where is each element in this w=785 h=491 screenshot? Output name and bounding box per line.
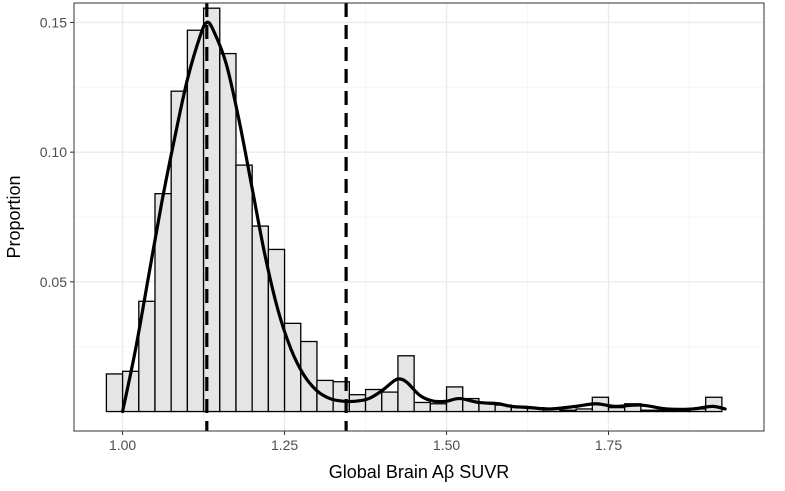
density-curve (120, 20, 727, 414)
histogram-bar (429, 403, 448, 413)
x-axis-title: Global Brain Aβ SUVR (329, 462, 509, 482)
histogram-bar (575, 408, 593, 413)
histogram-bar (348, 394, 367, 413)
histogram-bar (607, 407, 626, 413)
x-tick-label: 1.00 (109, 437, 136, 453)
panel-border (73, 2, 765, 432)
histogram-bar (219, 52, 237, 413)
histogram-bar (300, 340, 318, 413)
histogram-bar (640, 409, 658, 413)
histogram-bar (267, 248, 286, 413)
x-tick-label: 1.75 (595, 437, 622, 453)
y-tick-label: 0.05 (40, 274, 67, 290)
histogram-bar (186, 29, 205, 413)
x-axis-ticks: 1.00 1.25 1.50 1.75 (109, 431, 622, 453)
histogram-bar (413, 401, 431, 413)
histogram-bar (105, 373, 124, 413)
reference-lines (205, 3, 348, 431)
y-axis-title: Proportion (4, 175, 24, 258)
x-tick-label: 1.25 (271, 437, 298, 453)
x-tick-label: 1.50 (433, 437, 460, 453)
y-axis-ticks: 0.05 0.10 0.15 (40, 14, 74, 290)
histogram-bar (705, 396, 723, 413)
histogram-bar (559, 409, 577, 413)
density-curve-group (120, 20, 727, 414)
histogram-bar (235, 164, 253, 413)
y-tick-label: 0.15 (40, 14, 67, 30)
y-tick-label: 0.10 (40, 144, 67, 160)
histogram-bars (105, 7, 723, 413)
histogram-bar (381, 391, 399, 413)
